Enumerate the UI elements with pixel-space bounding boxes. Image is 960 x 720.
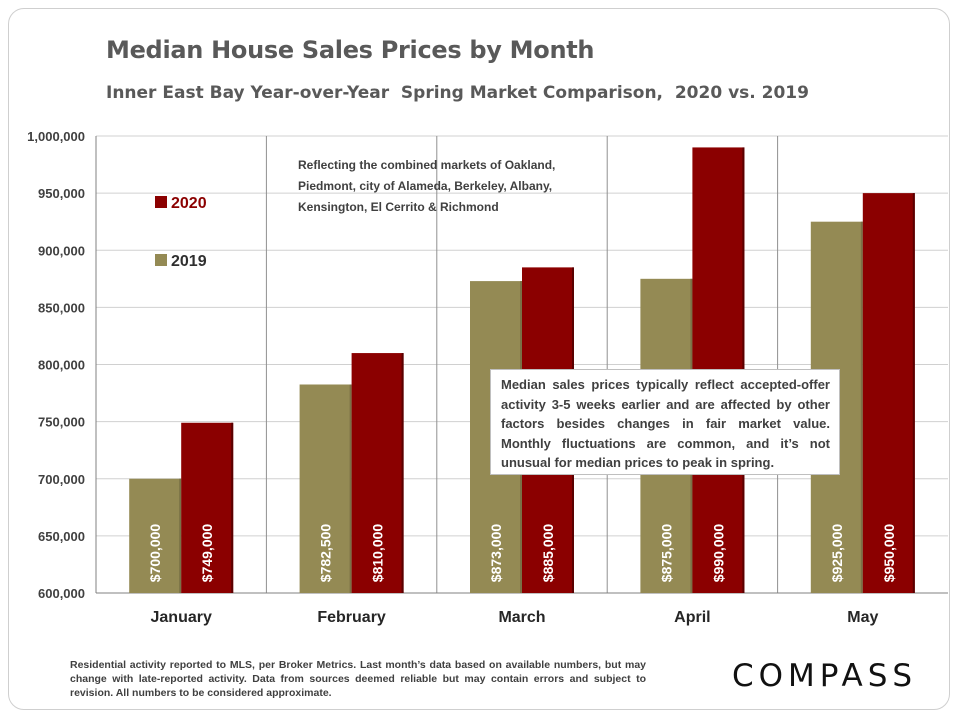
- data-label: $749,000: [199, 524, 215, 583]
- markets-annotation: Reflecting the combined markets of Oakla…: [298, 158, 556, 214]
- data-label: $873,000: [488, 524, 504, 583]
- bar-edge: [912, 193, 915, 593]
- bar-2020-may: [862, 193, 915, 593]
- bar-edge: [860, 221, 863, 593]
- data-label: $782,500: [318, 524, 334, 583]
- x-tick-label: March: [498, 609, 545, 626]
- x-tick-label: January: [151, 609, 212, 626]
- chart-subtitle: Inner East Bay Year-over-Year Spring Mar…: [106, 83, 809, 103]
- bar-2020-january: [181, 422, 234, 593]
- bar-2019-january: [129, 478, 182, 593]
- bar-2020-february: [351, 353, 404, 593]
- data-label: $885,000: [540, 524, 556, 583]
- x-tick-label: February: [317, 609, 386, 626]
- data-label: $875,000: [658, 524, 674, 583]
- legend-swatch-2020: [155, 196, 167, 208]
- data-label: $925,000: [829, 524, 845, 583]
- y-tick-label: 650,000: [38, 529, 85, 544]
- y-tick-label: 850,000: [38, 300, 85, 315]
- bar-edge: [179, 478, 182, 593]
- data-label: $810,000: [370, 524, 386, 583]
- data-label: $950,000: [881, 524, 897, 583]
- market-note-box: Median sales prices typically reflect ac…: [490, 369, 840, 475]
- data-label: $700,000: [147, 524, 163, 583]
- y-tick-label: 950,000: [38, 186, 85, 201]
- legend-swatch-2019: [155, 254, 167, 266]
- y-tick-label: 1,000,000: [27, 129, 85, 144]
- y-tick-label: 600,000: [38, 586, 85, 601]
- y-tick-label: 900,000: [38, 243, 85, 258]
- chart-title: Median House Sales Prices by Month: [106, 36, 595, 64]
- bar-edge: [349, 384, 352, 593]
- bar-edge: [401, 353, 404, 593]
- x-tick-label: April: [674, 609, 710, 626]
- legend-label-2019: 2019: [171, 253, 207, 270]
- bar-2019-february: [299, 384, 352, 593]
- y-tick-label: 800,000: [38, 358, 85, 373]
- data-label: $990,000: [710, 524, 726, 583]
- y-tick-label: 700,000: [38, 472, 85, 487]
- legend-label-2020: 2020: [171, 195, 207, 212]
- x-tick-label: May: [847, 609, 878, 626]
- bar-edge: [231, 422, 234, 593]
- footnote: Residential activity reported to MLS, pe…: [70, 659, 646, 699]
- y-tick-label: 750,000: [38, 415, 85, 430]
- compass-logo: COMPASS: [732, 658, 918, 694]
